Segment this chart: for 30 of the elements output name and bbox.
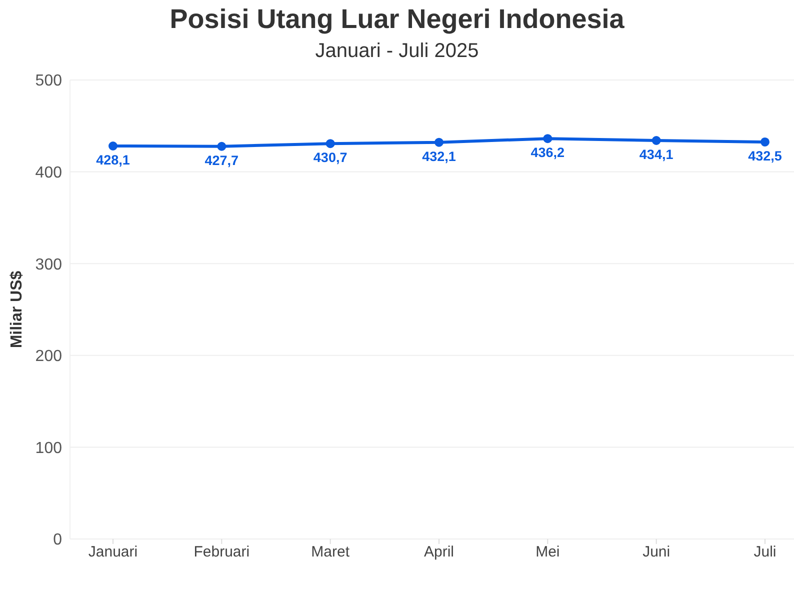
data-label: 430,7 xyxy=(313,150,348,166)
x-tick-label: April xyxy=(424,544,454,561)
data-label: 434,1 xyxy=(639,147,674,162)
x-tick-label: Juni xyxy=(642,544,670,561)
x-tick-label: Maret xyxy=(311,544,350,561)
point xyxy=(760,137,770,146)
chart-subtitle: Januari - Juli 2025 xyxy=(314,40,480,63)
x-tick-label: Juli xyxy=(754,544,776,561)
y-tick-label: 300 xyxy=(35,256,62,274)
y-tick-label: 200 xyxy=(35,348,62,366)
y-tick-label: 400 xyxy=(35,164,62,182)
point xyxy=(217,142,226,151)
x-tick-label: Februari xyxy=(194,544,250,561)
point xyxy=(652,136,661,145)
point xyxy=(108,142,118,151)
data-label: 427,7 xyxy=(204,152,239,168)
y-tick-label: 100 xyxy=(35,440,62,457)
y-axis-title: Miliar US$ xyxy=(8,270,26,348)
point xyxy=(434,138,444,147)
x-tick-label: Mei xyxy=(536,544,560,561)
chart-title: Posisi Utang Luar Negeri Indonesia xyxy=(168,4,626,35)
y-tick-label: 500 xyxy=(35,72,62,90)
data-label: 436,2 xyxy=(530,145,565,160)
point xyxy=(326,139,335,148)
data-label: 432,1 xyxy=(422,148,456,164)
point xyxy=(543,134,552,144)
x-tick-label: Januari xyxy=(88,544,138,561)
data-label: 428,1 xyxy=(96,152,130,168)
data-label: 432,5 xyxy=(748,148,782,164)
y-tick-label: 0 xyxy=(53,532,62,549)
